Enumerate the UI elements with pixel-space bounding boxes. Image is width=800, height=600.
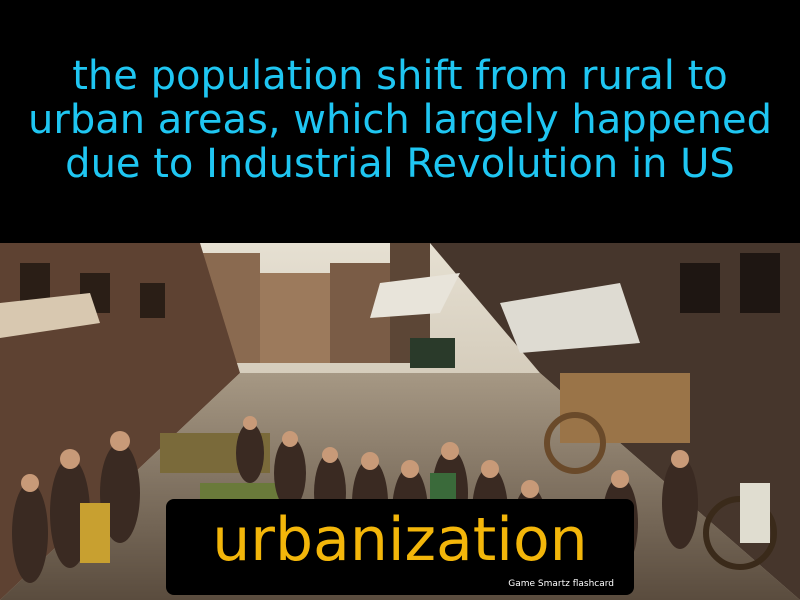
definition-text: the population shift from rural to urban… — [28, 52, 772, 187]
brand-label: Game Smartz flashcard — [508, 579, 614, 589]
definition-panel: the population shift from rural to urban… — [0, 0, 800, 243]
term-panel: urbanization Game Smartz flashcard — [166, 499, 634, 595]
term-text: urbanization — [212, 505, 588, 575]
